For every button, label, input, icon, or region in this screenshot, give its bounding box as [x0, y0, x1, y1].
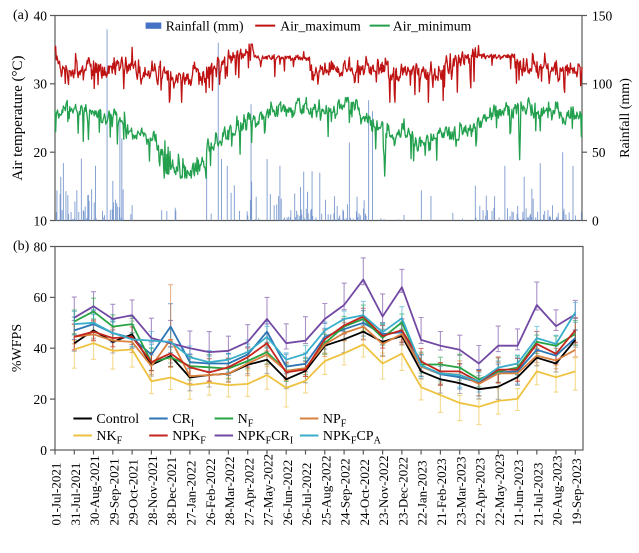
svg-text:26-Jul-2022: 26-Jul-2022	[299, 463, 314, 526]
svg-text:(a): (a)	[13, 8, 29, 23]
svg-text:26-Feb-2022: 26-Feb-2022	[203, 458, 218, 525]
svg-text:20: 20	[34, 145, 48, 160]
svg-text:Air_maximum: Air_maximum	[280, 18, 361, 33]
svg-text:24-Oct-2022: 24-Oct-2022	[357, 459, 372, 525]
svg-text:40: 40	[34, 8, 48, 23]
svg-text:Control: Control	[96, 412, 139, 427]
svg-text:31-Jul-2021: 31-Jul-2021	[68, 463, 83, 526]
svg-text:Air temperature (°C): Air temperature (°C)	[10, 55, 26, 180]
svg-text:27-May-2022: 27-May-2022	[261, 454, 276, 526]
svg-text:20-Aug-2023: 20-Aug-2023	[550, 455, 565, 525]
svg-text:21-Jun-2023: 21-Jun-2023	[511, 460, 526, 526]
svg-text:150: 150	[592, 8, 613, 23]
svg-text:29-Oct-2021: 29-Oct-2021	[126, 459, 141, 525]
svg-text:0: 0	[40, 443, 47, 458]
svg-text:30: 30	[34, 77, 48, 92]
svg-text:0: 0	[592, 213, 599, 228]
svg-text:%WFPS: %WFPS	[10, 324, 25, 372]
svg-text:20: 20	[34, 392, 48, 407]
svg-text:NKF: NKF	[96, 429, 122, 446]
svg-text:28-Nov-2021: 28-Nov-2021	[145, 455, 160, 525]
svg-text:100: 100	[592, 77, 613, 92]
svg-text:NPKFCRI: NPKFCRI	[238, 429, 294, 446]
svg-text:Rainfall (mm): Rainfall (mm)	[618, 78, 633, 158]
svg-text:60: 60	[34, 290, 48, 305]
svg-text:27-Apr-2022: 27-Apr-2022	[241, 458, 256, 526]
svg-text:NPKF: NPKF	[172, 429, 206, 446]
svg-text:01-Jul-2021: 01-Jul-2021	[49, 463, 64, 526]
svg-text:23-Dec-2022: 23-Dec-2022	[396, 457, 411, 526]
svg-text:10: 10	[34, 213, 48, 228]
svg-text:22-Jan-2023: 22-Jan-2023	[415, 461, 430, 526]
svg-text:22-Apr-2023: 22-Apr-2023	[473, 458, 488, 526]
svg-text:(b): (b)	[13, 239, 30, 254]
svg-text:23-Mar-2023: 23-Mar-2023	[453, 456, 468, 525]
svg-text:24-Sep-2022: 24-Sep-2022	[338, 458, 353, 525]
svg-text:27-Jan-2022: 27-Jan-2022	[184, 461, 199, 526]
svg-text:NPKFCPA: NPKFCPA	[323, 429, 382, 446]
svg-text:28-Dec-2021: 28-Dec-2021	[164, 457, 179, 526]
svg-text:28-Mar-2022: 28-Mar-2022	[222, 456, 237, 525]
svg-text:29-Sep-2021: 29-Sep-2021	[106, 458, 121, 525]
svg-text:21-Feb-2023: 21-Feb-2023	[434, 458, 449, 525]
svg-text:26-Jun-2022: 26-Jun-2022	[280, 460, 295, 526]
svg-text:Air_minimum: Air_minimum	[393, 18, 472, 33]
svg-text:23-Nov-2022: 23-Nov-2022	[376, 455, 391, 525]
svg-text:CRI: CRI	[172, 412, 194, 429]
svg-text:22-May-2023: 22-May-2023	[492, 454, 507, 526]
svg-text:Rainfall (mm): Rainfall (mm)	[166, 18, 244, 34]
svg-text:40: 40	[34, 341, 48, 356]
svg-text:21-Jul-2023: 21-Jul-2023	[530, 463, 545, 526]
svg-text:80: 80	[34, 239, 48, 254]
svg-text:50: 50	[592, 145, 606, 160]
svg-text:30-Aug-2021: 30-Aug-2021	[87, 455, 102, 525]
svg-text:19-Sep-2023: 19-Sep-2023	[569, 458, 584, 525]
svg-text:25-Aug-2022: 25-Aug-2022	[318, 455, 333, 525]
